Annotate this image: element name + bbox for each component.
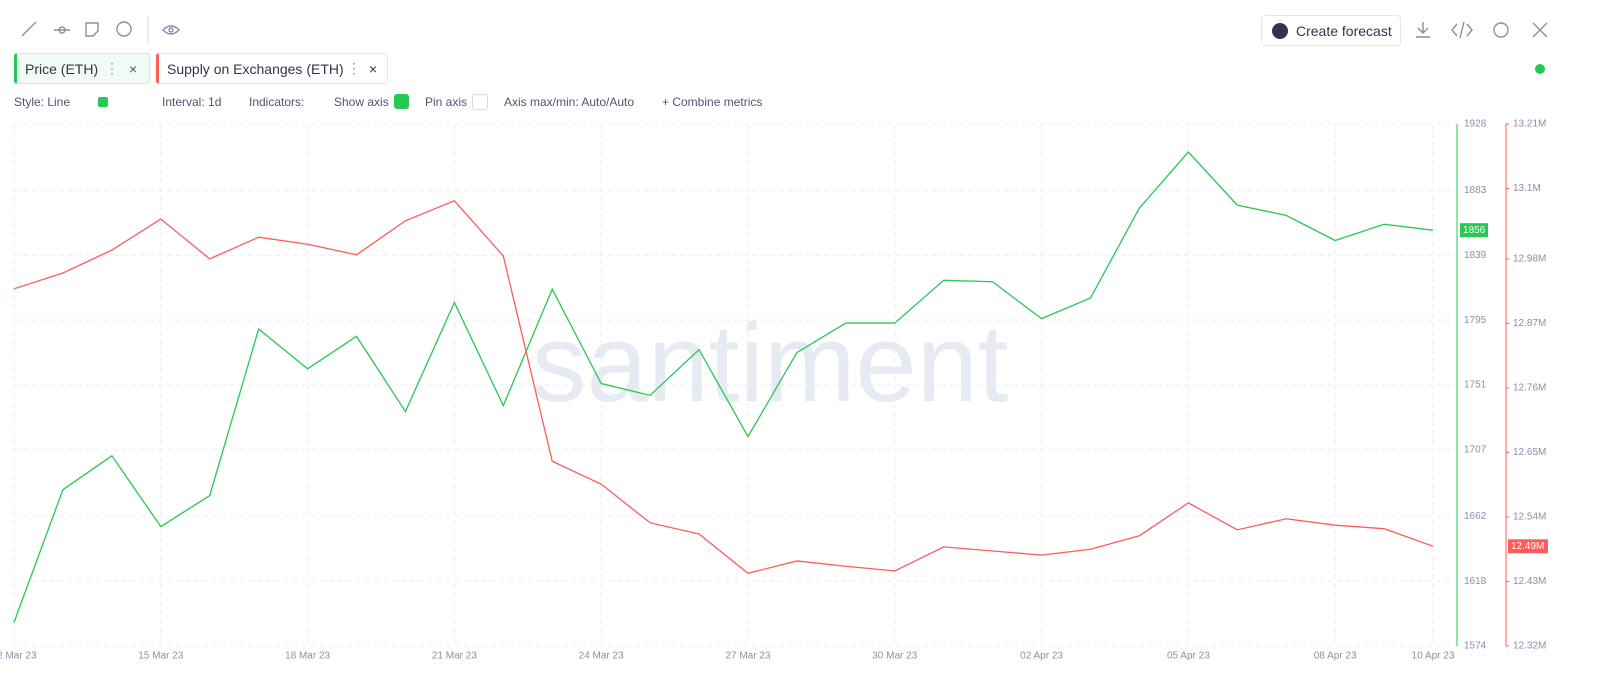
close-icon[interactable] [1532, 22, 1548, 38]
note-icon[interactable] [85, 22, 99, 37]
x-tick-label: 12 Mar 23 [0, 651, 37, 662]
indicators-option[interactable]: Indicators: [249, 95, 305, 109]
x-tick-label: 24 Mar 23 [579, 651, 624, 662]
y-tick-label: 1662 [1464, 511, 1487, 522]
metric-tab[interactable]: Price (ETH) ⋮ × [14, 53, 150, 84]
download-icon[interactable] [1416, 22, 1430, 38]
x-tick-label: 10 Apr 23 [1412, 651, 1455, 662]
y-tick-label: 1574 [1464, 641, 1487, 652]
x-tick-label: 08 Apr 23 [1314, 651, 1357, 662]
toolbar-icons [21, 16, 1548, 44]
create-forecast-button[interactable]: Create forecast [1261, 15, 1401, 46]
y2-tick-label: 12.98M [1513, 254, 1546, 265]
remove-icon[interactable]: × [369, 60, 378, 77]
watermark: santiment [532, 302, 1009, 425]
pin-axis-option[interactable]: Pin axis [425, 95, 468, 109]
metric-tab[interactable]: Supply on Exchanges (ETH) ⋮ × [156, 53, 388, 84]
show-axis-option[interactable]: Show axis [334, 95, 389, 109]
y-tick-label: 1839 [1464, 250, 1487, 261]
series-line [13, 200, 1434, 574]
ray-icon[interactable] [54, 26, 70, 34]
y2-tick-label: 12.65M [1513, 447, 1546, 458]
menu-icon[interactable]: ⋮ [105, 60, 119, 76]
x-tick-label: 05 Apr 23 [1167, 651, 1210, 662]
current-value-badge [1460, 223, 1488, 238]
status-dot [1535, 64, 1545, 74]
y2-tick-label: 12.87M [1513, 318, 1546, 329]
series-line [13, 151, 1434, 623]
checkbox[interactable] [472, 94, 488, 110]
settings-icon[interactable] [1493, 22, 1509, 38]
style-option[interactable]: Style: Line [14, 95, 71, 109]
x-tick-label: 02 Apr 23 [1020, 651, 1063, 662]
remove-icon[interactable]: × [129, 60, 138, 77]
button-label: Create forecast [1296, 22, 1392, 39]
x-tick-label: 18 Mar 23 [285, 651, 330, 662]
x-tick-label: 27 Mar 23 [725, 651, 770, 662]
y-tick-label: 1883 [1464, 185, 1487, 196]
y-tick-label: 1751 [1464, 380, 1487, 391]
y2-tick-label: 12.43M [1513, 576, 1546, 587]
y2-tick-label: 13.1M [1513, 183, 1541, 194]
metric-label: Supply on Exchanges (ETH) [167, 60, 344, 77]
embed-icon[interactable] [1451, 21, 1473, 39]
current-value-label: 1856 [1463, 225, 1486, 236]
draw-line-icon[interactable] [21, 21, 37, 37]
y2-tick-label: 12.76M [1513, 383, 1546, 394]
current-value-badge [1508, 539, 1548, 554]
metric-label: Price (ETH) [25, 60, 99, 77]
interval-option[interactable]: Interval: 1d [162, 95, 222, 109]
x-tick-label: 30 Mar 23 [872, 651, 917, 662]
checkbox-checked[interactable] [394, 94, 409, 109]
y-tick-label: 1795 [1464, 315, 1487, 326]
combine-option[interactable]: Combine metrics [672, 95, 763, 109]
emoji-icon[interactable] [116, 21, 132, 37]
color-option[interactable] [98, 97, 108, 107]
y-tick-label: 1707 [1464, 445, 1487, 456]
axis-option[interactable]: Axis max/min: Auto/Auto [504, 95, 635, 109]
x-tick-label: 21 Mar 23 [432, 651, 477, 662]
current-value-label: 12.49M [1511, 541, 1544, 552]
y2-tick-label: 13.21M [1513, 119, 1546, 130]
menu-icon[interactable]: ⋮ [347, 60, 361, 76]
y2-tick-label: 12.32M [1513, 641, 1546, 652]
y-tick-label: 1928 [1464, 119, 1487, 130]
forecast-icon [1272, 22, 1288, 39]
y-tick-label: 1618 [1464, 576, 1487, 587]
y2-tick-label: 12.54M [1513, 512, 1546, 523]
eye-icon[interactable] [162, 25, 180, 35]
plot: 1574 1618 1662 1707 1751 1795 1839 1883 1928 12.3… [0, 119, 1548, 662]
x-tick-label: 15 Mar 23 [138, 651, 183, 662]
